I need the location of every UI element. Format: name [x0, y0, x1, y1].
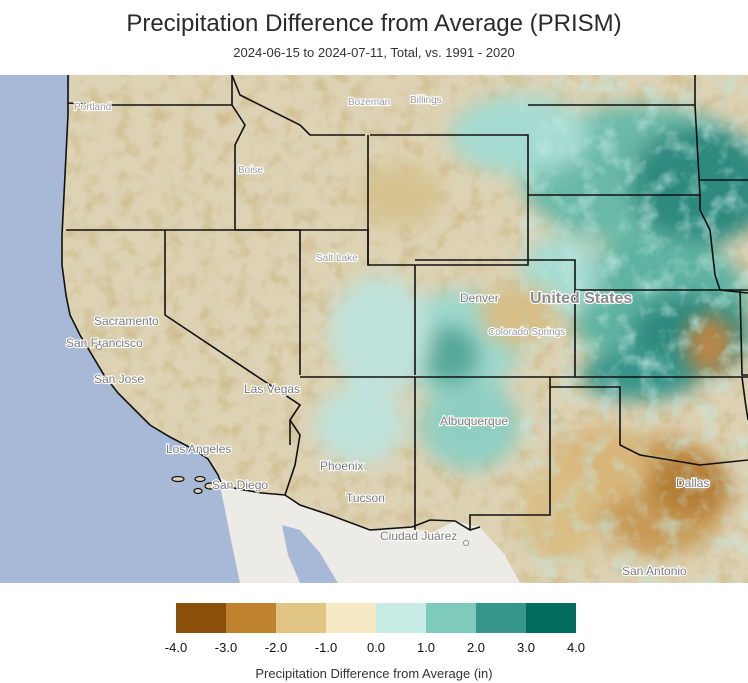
gulf-of-california	[282, 525, 338, 583]
place-label-denver: Denver	[460, 291, 499, 305]
place-label-portland: Portland	[74, 102, 111, 113]
place-label-dallas: Dallas	[676, 476, 709, 490]
place-label-sandiego: San Diego	[212, 478, 268, 492]
legend-tick-label: 4.0	[566, 640, 586, 655]
legend-swatch-1	[226, 603, 276, 633]
place-label-ciudadjuarez: Ciudad Juárez	[380, 529, 457, 543]
legend-tick-label: 1.0	[416, 640, 436, 655]
mexico-border	[221, 484, 481, 531]
place-label-sanantonio: San Antonio	[622, 564, 687, 578]
legend-tick-label: 3.0	[516, 640, 536, 655]
coastline	[61, 75, 223, 486]
legend-swatch-0	[176, 603, 226, 633]
legend-tick-label: 2.0	[466, 640, 486, 655]
state-boundaries	[66, 75, 748, 530]
city-dots	[96, 344, 469, 546]
place-label-albuquerque: Albuquerque	[440, 414, 508, 428]
legend-tick-label: 0.0	[366, 640, 386, 655]
legend-swatch-6	[476, 603, 526, 633]
place-label-saltlake: Salt Lake	[316, 253, 358, 264]
legend-swatch-3	[326, 603, 376, 633]
place-label-unitedstates: United States	[530, 290, 632, 307]
place-label-tucson: Tucson	[346, 491, 385, 505]
place-label-losangeles: Los Angeles	[166, 442, 231, 456]
legend-swatch-7	[526, 603, 576, 633]
place-labels: Portland Bozeman Billings Boise Salt Lak…	[65, 94, 711, 579]
place-label-billings: Billings	[410, 95, 442, 106]
place-label-phoenix: Phoenix	[320, 459, 363, 473]
chart-subtitle: 2024-06-15 to 2024-07-11, Total, vs. 199…	[233, 45, 515, 60]
legend-swatch-2	[276, 603, 326, 633]
place-label-bozeman: Bozeman	[348, 97, 390, 108]
us-land-shading	[62, 75, 748, 583]
legend-tick-label: -1.0	[314, 640, 338, 655]
channel-islands	[171, 475, 216, 495]
place-label-lasvegas: Las Vegas	[244, 382, 300, 396]
legend-tick-label: -2.0	[264, 640, 288, 655]
map-canvas: Portland Bozeman Billings Boise Salt Lak…	[0, 75, 748, 583]
legend-tick-label: -3.0	[214, 640, 238, 655]
place-label-boise: Boise	[238, 165, 263, 176]
place-label-sanfrancisco: San Francisco	[66, 336, 143, 350]
chart-title: Precipitation Difference from Average (P…	[126, 10, 622, 37]
legend-color-bar	[176, 603, 576, 633]
place-label-sacramento: Sacramento	[94, 314, 159, 328]
place-label-sanjose: San Jose	[94, 372, 144, 386]
legend-swatch-5	[426, 603, 476, 633]
legend-ticks: -4.0 -3.0 -2.0 -1.0 0.0 1.0 2.0 3.0 4.0	[165, 640, 585, 656]
precipitation-map[interactable]: Portland Bozeman Billings Boise Salt Lak…	[0, 75, 748, 583]
legend-swatch-4	[376, 603, 426, 633]
legend-title: Precipitation Difference from Average (i…	[255, 666, 493, 681]
legend-tick-label: -4.0	[164, 640, 188, 655]
place-label-coloradosprings: Colorado Springs	[488, 327, 565, 338]
